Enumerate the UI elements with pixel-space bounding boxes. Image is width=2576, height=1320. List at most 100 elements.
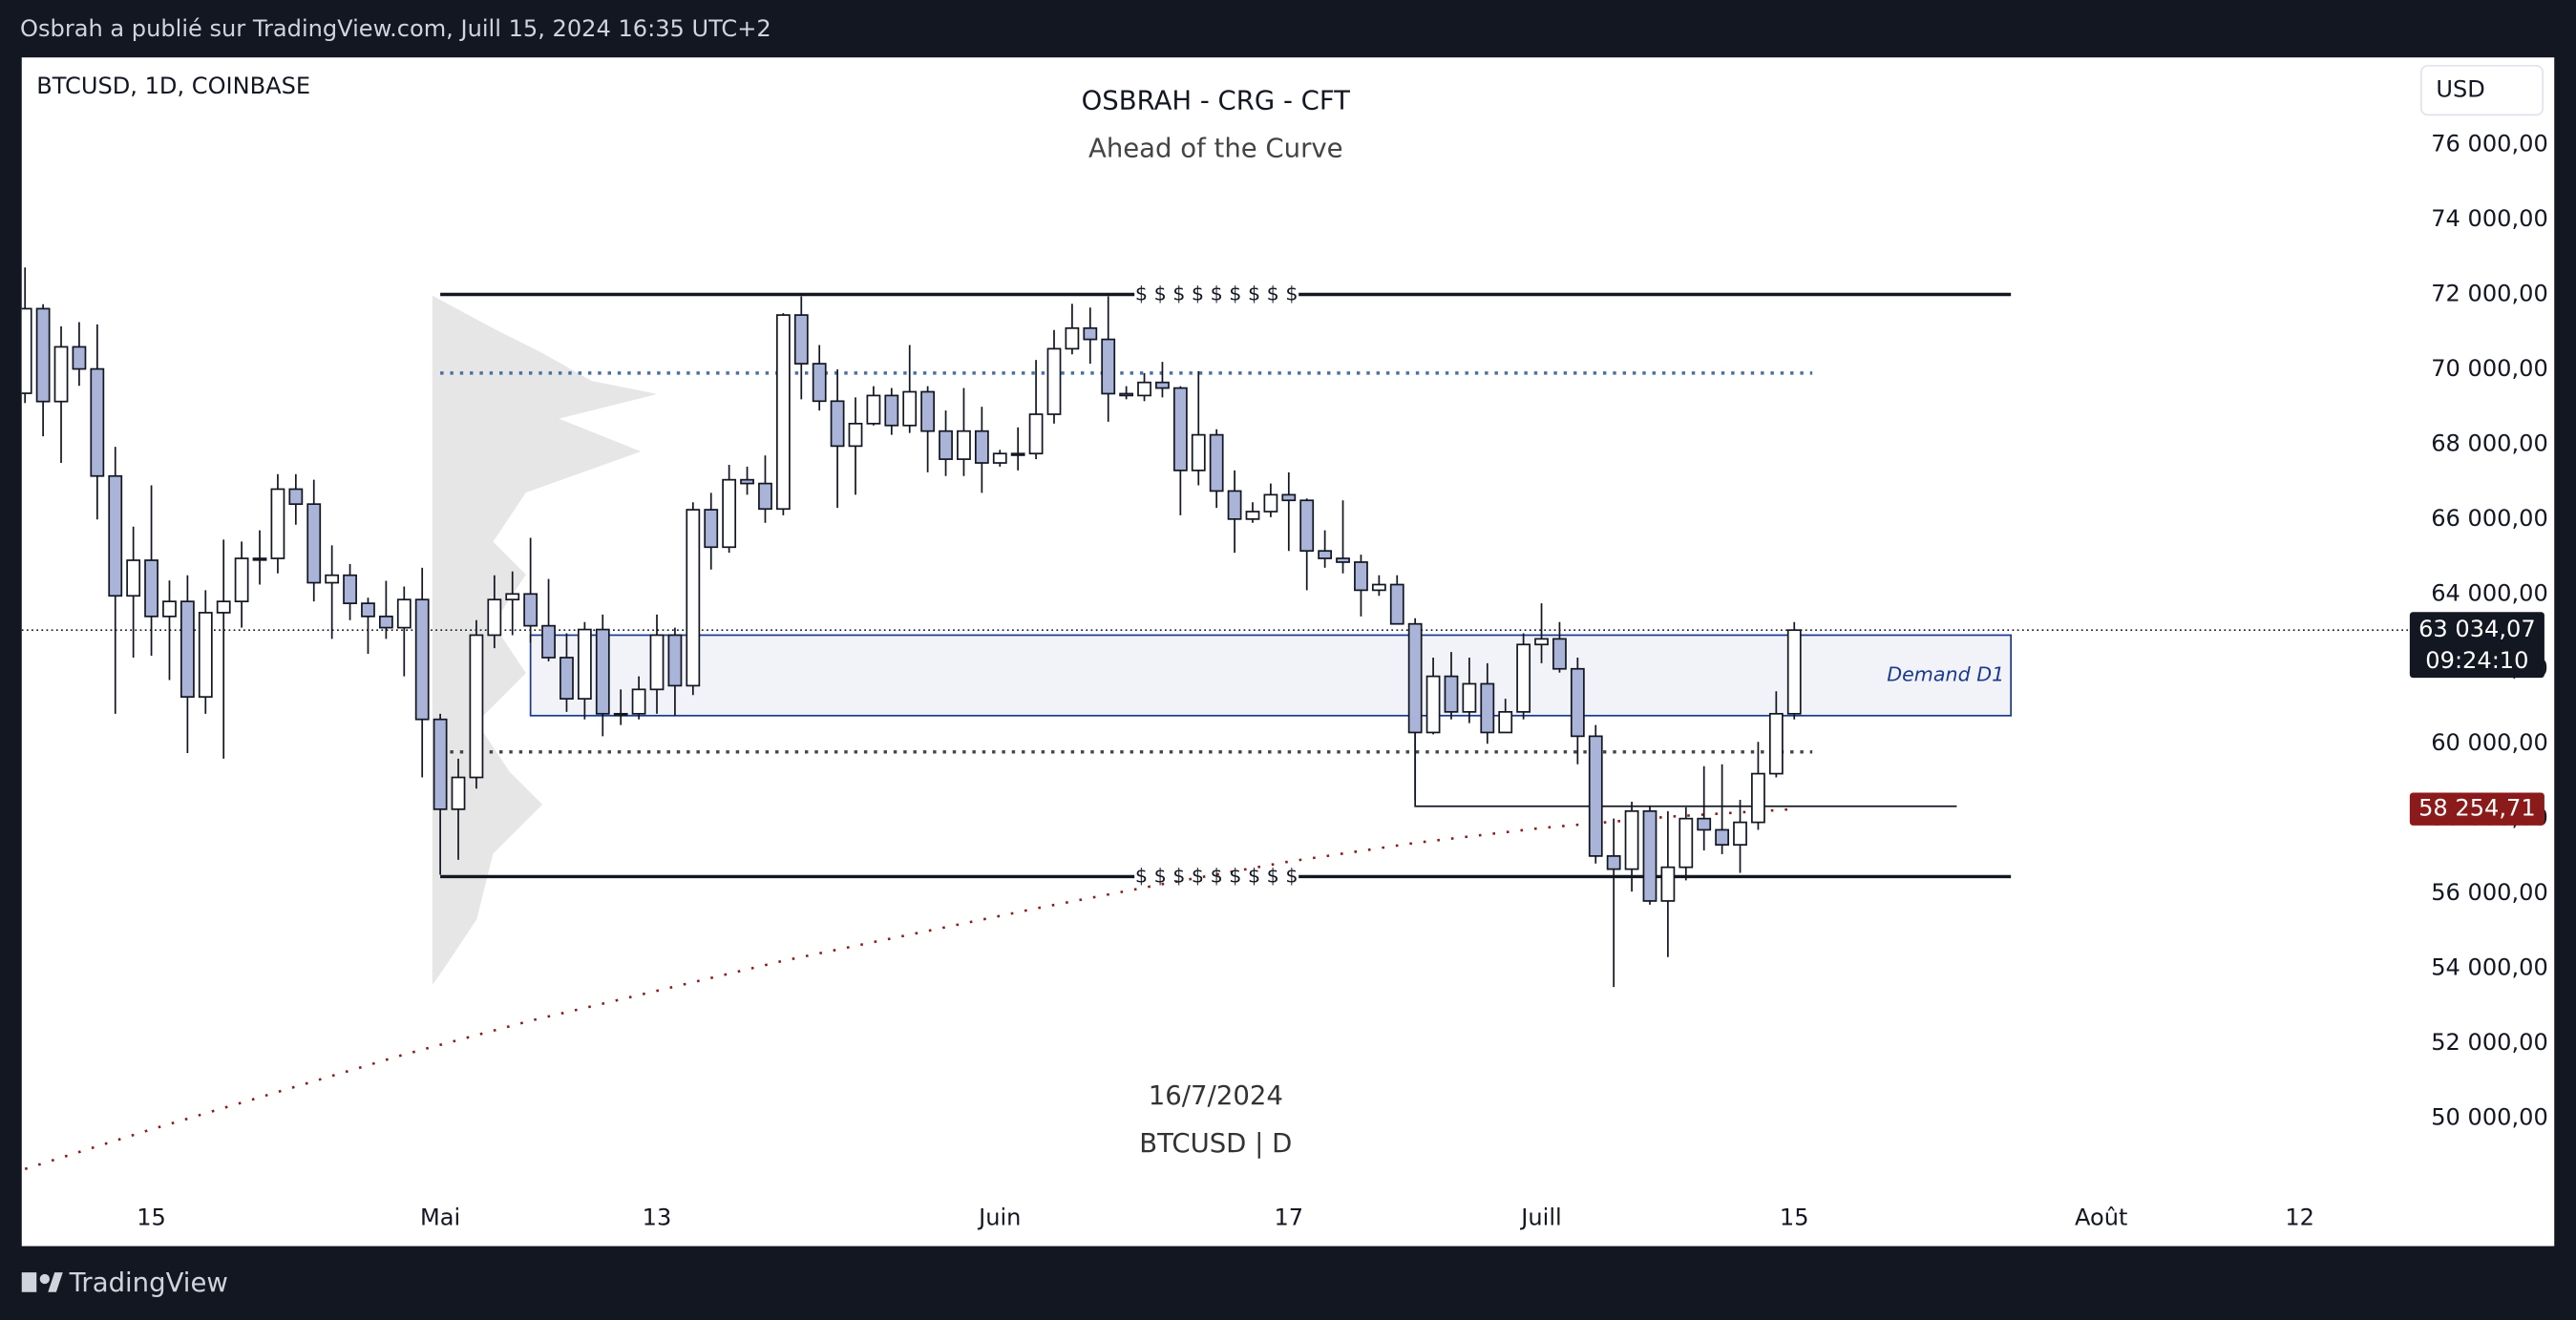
candle-body (288, 488, 304, 506)
candle-body (830, 400, 845, 448)
candle-body (649, 634, 665, 691)
candle-body (812, 363, 827, 403)
watermark: 16/7/2024 (1149, 1080, 1283, 1111)
chart-title: OSBRAH - CRG - CFT (1082, 86, 1351, 116)
y-tick-label: 66 000,00 (2431, 505, 2548, 532)
demand-zone (529, 634, 2013, 717)
candle-body (414, 598, 430, 721)
x-tick-label: 12 (2285, 1204, 2314, 1230)
y-tick-label: 72 000,00 (2431, 281, 2548, 307)
candle-body (722, 478, 737, 549)
currency: USD (2436, 76, 2484, 103)
candle-body (1606, 855, 1621, 870)
y-tick-label: 54 000,00 (2431, 954, 2548, 981)
candle-body (1083, 326, 1098, 341)
x-tick-label: Juin (977, 1204, 1021, 1230)
candle-body (1642, 809, 1658, 902)
candle-body (216, 600, 231, 614)
candle-body (957, 430, 971, 460)
candle-body (361, 602, 375, 618)
candle-body (939, 430, 953, 460)
candle-body (1751, 772, 1765, 824)
candle-body (1407, 622, 1423, 734)
ma-label: 58 254,71 (2418, 795, 2536, 822)
candle-body (793, 314, 809, 365)
candle-body (577, 628, 592, 700)
candle-body (306, 503, 322, 584)
candle-body (704, 509, 719, 549)
candle-body (469, 634, 484, 779)
candle-body (1101, 338, 1116, 395)
candle-body (1191, 433, 1206, 471)
candle-body (1245, 511, 1260, 520)
candle-body (1318, 550, 1333, 559)
y-tick-label: 74 000,00 (2431, 205, 2548, 232)
candle-body (378, 615, 393, 629)
candle-body (1552, 638, 1567, 670)
candle-body (1715, 828, 1730, 846)
candle-body (974, 430, 989, 464)
candle-body (451, 776, 466, 810)
candle-body (1281, 493, 1297, 502)
y-tick-label: 52 000,00 (2431, 1029, 2548, 1056)
candle-body (108, 474, 123, 597)
candle-body (866, 394, 881, 425)
candle-body (1299, 499, 1315, 553)
candle-body (686, 509, 701, 687)
candle-body (775, 314, 791, 511)
candle-body (758, 482, 772, 511)
x-tick-label: 13 (643, 1204, 672, 1230)
candle-body (505, 593, 520, 601)
candle-body (1462, 682, 1477, 713)
candle-body (740, 478, 754, 485)
candle-body (35, 307, 51, 403)
candle-body (1588, 735, 1603, 857)
candle-body (613, 712, 628, 717)
candle-body (560, 657, 574, 700)
candle-body (1371, 583, 1386, 592)
candle-body (1119, 392, 1134, 397)
liquidity-label: $ $ $ $ $ $ $ $ $ (1135, 283, 1299, 305)
chart-subtitle: Ahead of the Curve (1088, 134, 1343, 164)
candle-body (1534, 638, 1549, 646)
candle-body (270, 488, 285, 559)
watermark: BTCUSD | D (1139, 1128, 1292, 1159)
y-tick-label: 68 000,00 (2431, 430, 2548, 456)
ma-tag (2409, 792, 2544, 826)
x-tick-label: 17 (1274, 1204, 1303, 1230)
last-price-label: 63 034,07 (2418, 616, 2536, 642)
volume-profile (432, 295, 658, 986)
x-tick-label: Août (2075, 1204, 2127, 1230)
candle-body (1697, 817, 1712, 831)
currency-button[interactable] (2420, 64, 2544, 116)
candle-body (343, 574, 357, 604)
candle-body (1425, 675, 1441, 734)
candle-body (1768, 712, 1784, 775)
candle-body (1570, 667, 1585, 738)
candle-body (234, 557, 249, 603)
candle-body (1389, 583, 1404, 625)
candle-body (1660, 866, 1676, 902)
candle-body (1480, 682, 1495, 734)
candle-body (433, 718, 448, 810)
candle-body (198, 612, 213, 699)
y-tick-label: 50 000,00 (2431, 1103, 2548, 1130)
candle-body (1209, 433, 1224, 492)
y-tick-label: 60 000,00 (2431, 729, 2548, 756)
plot: Demand D1 $ $ $ $ $ $ $ $ $ $ $ $ $ $ $ $ … (21, 267, 2409, 1170)
candle-body (884, 394, 899, 427)
candle-body (126, 559, 141, 597)
candle-body (541, 624, 556, 659)
candle-body (902, 390, 918, 427)
footer: TradingView (69, 1268, 228, 1298)
symbol: BTCUSD, 1D, COINBASE (36, 73, 310, 99)
y-tick-label: 76 000,00 (2431, 131, 2548, 157)
footer-logo (21, 1272, 63, 1292)
x-tick-label: 15 (137, 1204, 166, 1230)
candle-body (1516, 643, 1531, 713)
candle-body (1137, 381, 1151, 397)
header: Osbrah a publié sur TradingView.com, Jui… (20, 15, 771, 42)
y-tick-label: 56 000,00 (2431, 879, 2548, 906)
